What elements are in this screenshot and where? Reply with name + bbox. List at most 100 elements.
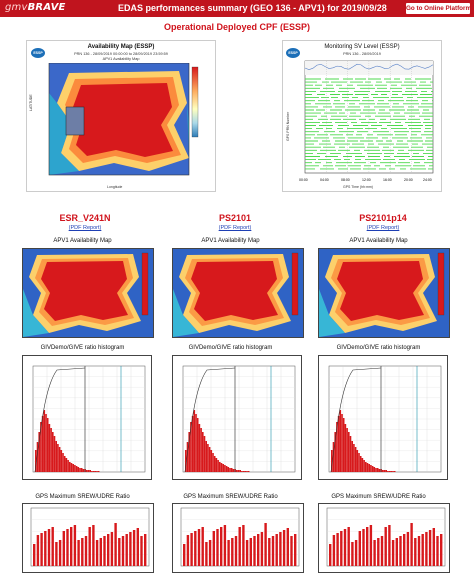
give-hist-bar [349, 436, 352, 472]
give-hist-bar [375, 468, 377, 472]
give-hist-bar [96, 471, 98, 472]
give-hist-bar [94, 471, 97, 472]
give-hist-bar [225, 466, 228, 472]
essp-logo: ESSP [31, 48, 45, 58]
srew-ratio-ps2101p14[interactable] [318, 503, 450, 573]
give-histogram-ps2101[interactable] [172, 355, 302, 480]
srew-bar [425, 532, 428, 566]
give-hist-bar [365, 462, 367, 472]
srew-bar [264, 523, 267, 566]
online-platform-button[interactable]: Go to Online Platform [406, 3, 470, 14]
give-hist-bar [91, 471, 93, 472]
give-hist-bar [79, 468, 81, 472]
give-hist-bar [348, 432, 350, 472]
give-hist-bar [80, 468, 83, 472]
srew-bar [121, 536, 125, 566]
give-hist-bar [222, 464, 224, 472]
give-hist-bar [190, 422, 192, 472]
brand-logo[interactable]: gmvBRAVE [5, 2, 66, 13]
srew-bar [129, 532, 132, 566]
give-hist-bar [38, 432, 40, 472]
availability-map-panel[interactable]: Availability Map (ESSP) PRN 136 - 28/09/… [26, 40, 216, 192]
srew-bar [428, 530, 432, 566]
srew-bar [329, 544, 332, 566]
give-hist-bar [198, 424, 201, 472]
srew-bar [414, 538, 417, 566]
give-histogram-ps2101p14[interactable] [318, 355, 448, 480]
srew-bar [268, 538, 271, 566]
srew-bar [286, 528, 289, 566]
apv1-map-ps2101[interactable] [172, 248, 304, 338]
give-hist-bar [385, 470, 387, 472]
sv-level-xlabel: GPS Time (hh:mm) [343, 185, 373, 189]
sv-level-title: Monitoring SV Level (ESSP) [324, 44, 400, 50]
apv1-zone-high [337, 261, 424, 321]
give-hist-bar [97, 471, 100, 472]
srew-bar [140, 536, 143, 566]
apv1-map-esr-v241n[interactable] [22, 248, 154, 338]
sv-level-panel[interactable]: Monitoring SV Level (ESSP) PRN 136 - 28/… [282, 40, 442, 192]
srew-bar [257, 534, 260, 566]
give-hist-bar [346, 428, 348, 472]
pdf-report-link-ps2101p14[interactable]: (PDF Report) [366, 225, 400, 231]
sv-xtick: 00:00 [299, 178, 308, 182]
give-hist-bar [229, 468, 231, 472]
srew-bar [380, 536, 384, 566]
give-hist-bar [331, 450, 333, 472]
give-hist-bar [393, 471, 396, 472]
give-hist-bar [77, 467, 80, 472]
give-hist-bar [332, 442, 335, 472]
give-hist-bar [43, 410, 46, 472]
give-hist-bar [74, 465, 76, 472]
srew-bar [340, 531, 343, 566]
srew-bar [245, 540, 249, 566]
give-hist-bar [185, 450, 187, 472]
apv1-map-title: APV1 Availability Map [349, 238, 408, 244]
give-hist-bar [188, 432, 190, 472]
sv-xtick: 16:00 [383, 178, 392, 182]
srew-bar [253, 536, 256, 566]
sv-level-chart [304, 60, 434, 174]
srew-bar [132, 530, 136, 566]
srew-bar [388, 525, 391, 566]
give-hist-bar [227, 467, 230, 472]
apv1-map-title: APV1 Availability Map [53, 238, 112, 244]
pdf-report-link-esr-v241n[interactable]: (PDF Report) [68, 225, 102, 231]
page-title: EDAS performances summary (GEO 136 - APV… [118, 3, 387, 13]
srew-bar [343, 529, 347, 566]
give-hist-bar [219, 462, 221, 472]
availability-map-ylabel: LATITUDE [29, 94, 33, 111]
srew-ratio-esr-v241n[interactable] [22, 503, 154, 573]
give-hist-bar [392, 471, 394, 472]
pdf-report-link-ps2101[interactable]: (PDF Report) [218, 225, 252, 231]
give-hist-bar [342, 418, 345, 472]
sv-xtick: 04:00 [320, 178, 329, 182]
give-hist-bar [72, 464, 74, 472]
give-hist-bar [351, 441, 353, 472]
give-histogram-esr-v241n[interactable] [22, 355, 152, 480]
give-hist-bar [60, 450, 63, 472]
give-hist-bar [215, 458, 218, 472]
give-hist-bar [208, 447, 211, 472]
column-title-esr-v241n: ESR_V241N [59, 213, 111, 223]
give-hist-bar [339, 410, 342, 472]
give-hist-bar [75, 466, 78, 472]
apv1-map-ps2101p14[interactable] [318, 248, 450, 338]
srew-bar [216, 529, 219, 566]
give-hist-bar [196, 418, 199, 472]
give-hist-bar [373, 467, 376, 472]
give-hist-bar [353, 444, 355, 472]
srew-bar [234, 536, 238, 566]
srew-ratio-ps2101[interactable] [172, 503, 304, 573]
give-hist-bar [82, 469, 85, 472]
srew-bar [354, 540, 358, 566]
apv1-colorbar [437, 252, 445, 316]
sv-xtick: 12:00 [362, 178, 371, 182]
srew-bar [197, 529, 201, 566]
srew-bar [220, 527, 223, 566]
give-hist-bar [213, 456, 216, 472]
srew-bar [271, 536, 275, 566]
srew-bar [103, 536, 106, 566]
srew-bar [81, 538, 84, 566]
column-title-ps2101p14: PS2101p14 [359, 213, 407, 223]
